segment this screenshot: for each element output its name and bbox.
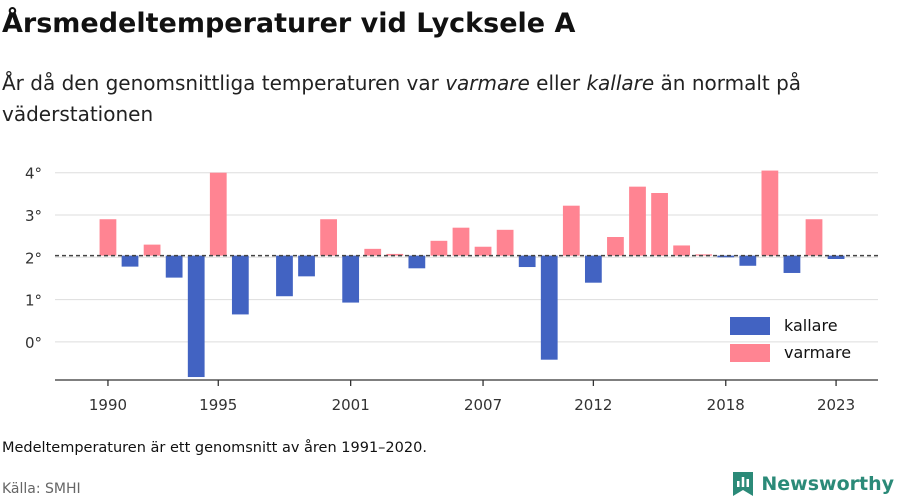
bar-2000 <box>320 219 337 256</box>
bar-2008 <box>496 229 514 256</box>
bar-chart: 0° 1° 2° 3° 4° 1990 1995 2001 2007 2012 2018 2023 <box>25 165 878 414</box>
x-tick-label: 2001 <box>332 396 370 414</box>
subtitle-warm-word: varmare <box>445 71 530 95</box>
legend-item-kallare: kallare <box>730 312 851 339</box>
bar-2006 <box>452 227 470 256</box>
bar-2017 <box>695 254 713 256</box>
chart-subtitle: År då den genomsnittliga temperaturen va… <box>2 68 892 130</box>
brand-name: Newsworthy <box>761 473 894 495</box>
bar-2004 <box>408 255 426 269</box>
x-tick-label: 2018 <box>707 396 745 414</box>
x-tick-label: 1995 <box>199 396 237 414</box>
bar-1995 <box>209 172 227 256</box>
bar-2003 <box>386 253 404 256</box>
y-tick-label: 2° <box>25 249 42 267</box>
bar-2014 <box>629 186 646 256</box>
bar-1998 <box>276 255 293 297</box>
footnote: Medeltemperaturen är ett genomsnitt av å… <box>2 440 427 456</box>
bar-2020 <box>761 170 779 256</box>
subtitle-part3: än normalt på väderstationen <box>2 71 802 126</box>
bar-1990 <box>99 219 117 256</box>
bar-2023 <box>827 255 845 259</box>
bar-2022 <box>805 219 823 256</box>
legend-label-varmare: varmare <box>784 343 852 362</box>
bar-2013 <box>607 237 624 256</box>
bar-layer <box>99 170 845 378</box>
subtitle-part1: År då den genomsnittliga temperaturen va… <box>2 71 446 95</box>
legend-swatch-varmare <box>730 343 770 362</box>
subtitle-cold-word: kallare <box>586 71 655 95</box>
x-tick-label: 1990 <box>89 396 127 414</box>
bar-2018 <box>717 255 735 258</box>
axis-layer: 0° 1° 2° 3° 4° 1990 1995 2001 2007 2012 2018 2023 <box>25 165 878 414</box>
bar-2009 <box>518 255 536 268</box>
x-tick-label: 2007 <box>464 396 502 414</box>
y-tick-label: 1° <box>25 292 42 310</box>
bar-1999 <box>298 255 315 277</box>
bar-2001 <box>342 255 360 303</box>
newsworthy-logo-icon <box>733 472 754 496</box>
source-label: Källa: SMHI <box>2 481 81 497</box>
bar-2012 <box>584 255 602 283</box>
bar-2002 <box>364 248 382 256</box>
legend-label-kallare: kallare <box>784 316 838 335</box>
bar-2005 <box>430 240 448 256</box>
y-tick-label: 0° <box>25 334 42 352</box>
chart-legend: kallare varmare <box>730 312 851 366</box>
brand-logo: Newsworthy <box>731 469 894 499</box>
bar-1993 <box>165 255 183 278</box>
x-tick-label: 2023 <box>817 396 855 414</box>
y-tick-label: 4° <box>25 165 42 183</box>
x-tick-label: 2012 <box>574 396 612 414</box>
bar-1994 <box>187 255 205 378</box>
subtitle-part2: eller <box>529 71 587 95</box>
legend-item-varmare: varmare <box>730 339 851 366</box>
y-tick-label: 3° <box>25 207 42 225</box>
bar-2007 <box>474 246 492 256</box>
legend-swatch-kallare <box>730 316 770 335</box>
bar-2016 <box>673 245 691 256</box>
bar-2010 <box>540 255 558 360</box>
bar-1991 <box>121 255 139 267</box>
bar-2011 <box>562 205 580 256</box>
chart-title: Årsmedeltemperaturer vid Lycksele A <box>2 8 576 39</box>
bar-2015 <box>651 193 668 256</box>
bar-1992 <box>143 244 161 256</box>
bar-2019 <box>739 255 757 266</box>
bar-2021 <box>783 255 801 273</box>
bar-1996 <box>231 255 249 315</box>
